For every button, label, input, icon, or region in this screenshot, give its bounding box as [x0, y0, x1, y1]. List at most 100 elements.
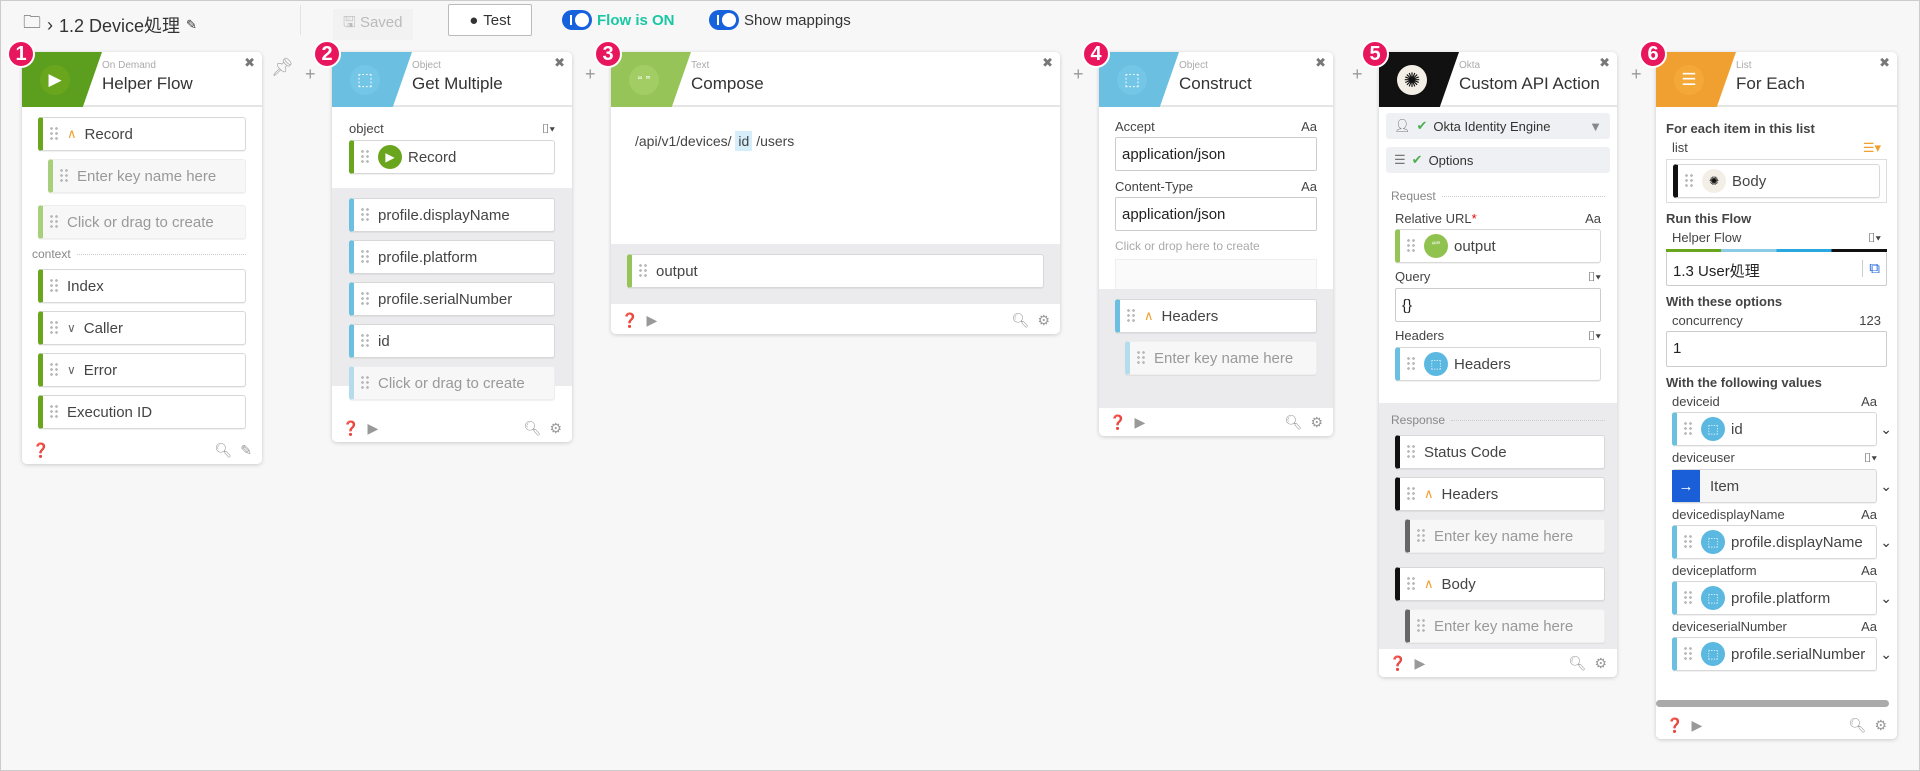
output-id[interactable]: id — [349, 324, 555, 358]
drag-handle-icon[interactable] — [1406, 238, 1416, 254]
drag-handle-icon[interactable] — [1406, 486, 1416, 502]
chevron-down-icon[interactable]: ⌄ — [1880, 420, 1892, 437]
connection-selector[interactable]: 👤︎ ✔ Okta Identity Engine ▼ — [1386, 113, 1610, 139]
field-error[interactable]: ∨ Error — [38, 353, 246, 387]
chevron-down-icon[interactable]: ⌄ — [1880, 589, 1892, 606]
text-type-selector[interactable]: Aa — [1585, 211, 1601, 226]
drag-handle-icon[interactable] — [360, 149, 370, 165]
drag-handle-icon[interactable] — [1126, 308, 1136, 324]
drag-handle-icon[interactable] — [360, 291, 370, 307]
output-serial-number[interactable]: profile.serialNumber — [349, 282, 555, 316]
id-token[interactable]: id — [735, 131, 753, 151]
create-drop-zone[interactable] — [1115, 259, 1317, 293]
text-type-selector[interactable]: Aa — [1861, 394, 1877, 409]
drag-handle-icon[interactable] — [360, 333, 370, 349]
key-name-input[interactable]: Enter key name here — [48, 159, 246, 193]
drag-handle-icon[interactable] — [1683, 646, 1693, 662]
drag-handle-icon[interactable] — [1683, 590, 1693, 606]
type-selector-icon[interactable]: ⌷▾ — [541, 121, 555, 136]
drag-handle-icon[interactable] — [49, 320, 59, 336]
run-icon[interactable]: ▶ — [367, 419, 379, 436]
type-selector-icon[interactable]: ⌷▾ — [1867, 230, 1881, 245]
text-type-selector[interactable]: Aa — [1301, 179, 1317, 194]
text-type-selector[interactable]: Aa — [1861, 563, 1877, 578]
chevron-up-icon[interactable]: ∧ — [1424, 576, 1434, 591]
headers-input[interactable]: ⬚ Headers — [1395, 347, 1601, 381]
gear-icon[interactable]: ⚙ — [1874, 716, 1887, 733]
flow-on-toggle[interactable]: Flow is ON — [562, 10, 675, 30]
drag-handle-icon[interactable] — [49, 404, 59, 420]
field-record[interactable]: ∧ Record — [38, 117, 246, 151]
deviceid-input[interactable]: ⬚ id ⌄ — [1672, 412, 1892, 446]
run-icon[interactable]: ▶ — [1691, 716, 1703, 733]
gear-icon[interactable]: ⚙ — [1037, 311, 1050, 328]
flow-title[interactable]: 1.2 Device処理 — [59, 16, 181, 36]
drag-handle-icon[interactable] — [49, 278, 59, 294]
add-step-icon[interactable]: + — [585, 64, 596, 84]
click-or-drag-create[interactable]: Click or drag to create — [349, 366, 555, 400]
field-execution-id[interactable]: Execution ID — [38, 395, 246, 429]
help-icon[interactable]: ❓ — [1389, 654, 1407, 671]
external-link-icon[interactable]: ⧉ — [1862, 260, 1880, 277]
relative-url-input[interactable]: “” output — [1395, 229, 1601, 263]
chevron-down-icon[interactable]: ∨ — [67, 321, 76, 335]
drag-handle-icon[interactable] — [1406, 576, 1416, 592]
output-display-name[interactable]: profile.displayName — [349, 198, 555, 232]
gear-icon[interactable]: ⚙ — [1310, 413, 1323, 430]
toggle-switch[interactable] — [562, 10, 592, 30]
search-icon[interactable]: 🔍︎ — [214, 441, 233, 458]
field-caller[interactable]: ∨ Caller — [38, 311, 246, 345]
drag-handle-icon[interactable] — [1683, 421, 1693, 437]
drag-handle-icon[interactable] — [360, 249, 370, 265]
search-icon[interactable]: 🔍︎ — [1284, 413, 1303, 430]
list-type-icon[interactable]: ☰▾ — [1862, 140, 1881, 155]
close-icon[interactable]: ✖ — [1599, 55, 1610, 70]
chevron-up-icon[interactable]: ∧ — [67, 126, 77, 141]
response-body[interactable]: ∧ Body — [1395, 567, 1605, 601]
chevron-down-icon[interactable]: ⌄ — [1880, 533, 1892, 550]
close-icon[interactable]: ✖ — [1315, 55, 1326, 70]
add-step-icon[interactable]: + — [305, 64, 316, 84]
output-headers[interactable]: ∧ Headers — [1115, 299, 1317, 333]
type-selector-icon[interactable]: ⌷▾ — [1863, 450, 1877, 465]
output-field[interactable]: output — [627, 254, 1044, 288]
text-type-selector[interactable]: Aa — [1861, 507, 1877, 522]
edit-pencil-icon[interactable]: ✎ — [186, 17, 197, 32]
drag-handle-icon[interactable] — [1406, 356, 1416, 372]
text-type-selector[interactable]: Aa — [1861, 619, 1877, 634]
help-icon[interactable]: ❓ — [32, 441, 50, 458]
output-platform[interactable]: profile.platform — [349, 240, 555, 274]
folder-icon[interactable]: 🗀 — [23, 12, 41, 32]
deviceserialnumber-input[interactable]: ⬚ profile.serialNumber ⌄ — [1672, 637, 1892, 671]
drag-handle-icon[interactable] — [49, 362, 59, 378]
pencil-icon[interactable]: ✎ — [240, 441, 252, 458]
response-headers[interactable]: ∧ Headers — [1395, 477, 1605, 511]
query-input[interactable]: {} — [1395, 288, 1601, 322]
key-name-input[interactable]: Enter key name here — [1405, 519, 1605, 553]
close-icon[interactable]: ✖ — [554, 55, 565, 70]
compose-text-area[interactable]: /api/v1/devices/ id /users — [611, 107, 1060, 244]
chevron-down-icon[interactable]: ⌄ — [1880, 477, 1892, 494]
help-icon[interactable]: ❓ — [621, 311, 639, 328]
gear-icon[interactable]: ⚙ — [549, 419, 562, 436]
run-icon[interactable]: ▶ — [646, 311, 658, 328]
gear-icon[interactable]: ⚙ — [1594, 654, 1607, 671]
drag-handle-icon[interactable] — [49, 126, 59, 142]
drag-handle-icon[interactable] — [360, 207, 370, 223]
search-icon[interactable]: 🔍︎ — [1848, 716, 1867, 733]
run-icon[interactable]: ▶ — [1414, 654, 1426, 671]
drag-handle-icon[interactable] — [1684, 173, 1694, 189]
search-icon[interactable]: 🔍︎ — [1568, 654, 1587, 671]
number-type-selector[interactable]: 123 — [1859, 313, 1881, 328]
chevron-down-icon[interactable]: ∨ — [67, 363, 76, 377]
drag-handle-icon[interactable] — [638, 263, 648, 279]
add-step-icon[interactable]: + — [1352, 64, 1363, 84]
help-icon[interactable]: ❓ — [342, 419, 360, 436]
options-button[interactable]: ☰ ✔ Options — [1386, 147, 1610, 173]
deviceuser-input[interactable]: → Item ⌄ — [1672, 469, 1892, 503]
toggle-switch[interactable] — [709, 10, 739, 30]
devicedisplayname-input[interactable]: ⬚ profile.displayName ⌄ — [1672, 525, 1892, 559]
drag-handle-icon[interactable] — [1683, 534, 1693, 550]
key-name-input[interactable]: Enter key name here — [1405, 609, 1605, 643]
drag-handle-icon[interactable] — [1406, 444, 1416, 460]
